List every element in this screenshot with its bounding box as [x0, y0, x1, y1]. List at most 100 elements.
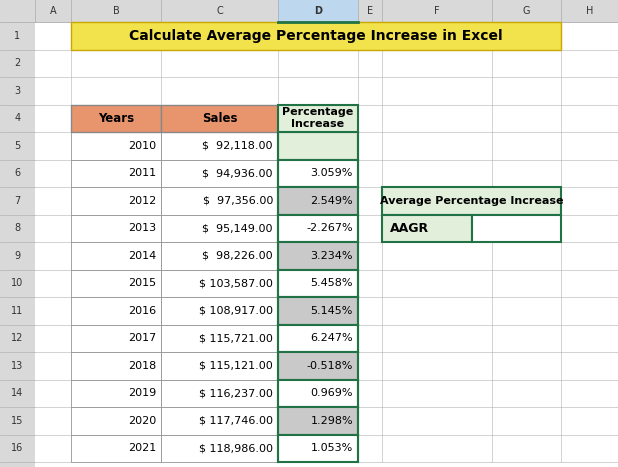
- Text: 16: 16: [11, 443, 23, 453]
- Text: Sales: Sales: [201, 112, 237, 125]
- Text: 4: 4: [14, 113, 20, 123]
- Text: $  94,936.00: $ 94,936.00: [203, 168, 273, 178]
- Text: 2014: 2014: [128, 251, 156, 261]
- Bar: [71, 214, 161, 242]
- Bar: [161, 325, 278, 352]
- Text: 2018: 2018: [128, 361, 156, 371]
- Text: Average Percentage Increase: Average Percentage Increase: [379, 196, 563, 206]
- Text: 15: 15: [11, 416, 23, 426]
- Bar: [161, 132, 278, 160]
- Bar: [71, 242, 161, 269]
- Bar: [161, 160, 278, 187]
- Bar: [71, 269, 161, 297]
- Text: 1: 1: [14, 31, 20, 41]
- Bar: [71, 352, 161, 380]
- Bar: [161, 187, 278, 214]
- Text: 1.053%: 1.053%: [311, 443, 353, 453]
- Text: 0.969%: 0.969%: [310, 388, 353, 398]
- Bar: [161, 407, 278, 434]
- Bar: [278, 105, 358, 132]
- Text: 3.234%: 3.234%: [310, 251, 353, 261]
- Bar: [278, 214, 358, 242]
- Text: 3: 3: [14, 86, 20, 96]
- Text: 9: 9: [14, 251, 20, 261]
- Text: 2.549%: 2.549%: [310, 196, 353, 206]
- Bar: [71, 105, 161, 132]
- Bar: [161, 297, 278, 325]
- Text: Calculate Average Percentage Increase in Excel: Calculate Average Percentage Increase in…: [129, 29, 503, 43]
- Text: -2.267%: -2.267%: [307, 223, 353, 233]
- Bar: [278, 434, 358, 462]
- Text: 2015: 2015: [128, 278, 156, 288]
- Bar: [71, 325, 161, 352]
- Text: $  92,118.00: $ 92,118.00: [203, 141, 273, 151]
- Bar: [472, 214, 561, 242]
- Text: Percentage
Increase: Percentage Increase: [282, 107, 353, 129]
- Text: C: C: [216, 6, 223, 16]
- Text: 5.145%: 5.145%: [311, 306, 353, 316]
- Text: $ 115,721.00: $ 115,721.00: [199, 333, 273, 343]
- Text: $ 108,917.00: $ 108,917.00: [199, 306, 273, 316]
- Text: 2021: 2021: [128, 443, 156, 453]
- Text: $  97,356.00: $ 97,356.00: [203, 196, 273, 206]
- Text: $ 116,237.00: $ 116,237.00: [199, 388, 273, 398]
- Text: A: A: [49, 6, 56, 16]
- Bar: [278, 160, 358, 187]
- Text: 2011: 2011: [128, 168, 156, 178]
- Text: 2010: 2010: [128, 141, 156, 151]
- Text: 2013: 2013: [128, 223, 156, 233]
- Bar: [278, 187, 358, 214]
- Text: $ 103,587.00: $ 103,587.00: [199, 278, 273, 288]
- Bar: [161, 434, 278, 462]
- Text: 3.059%: 3.059%: [311, 168, 353, 178]
- Text: 2019: 2019: [128, 388, 156, 398]
- Bar: [71, 132, 161, 160]
- Bar: [161, 242, 278, 269]
- Text: H: H: [586, 6, 593, 16]
- Bar: [161, 352, 278, 380]
- Bar: [71, 297, 161, 325]
- Text: 2017: 2017: [128, 333, 156, 343]
- Text: 1.298%: 1.298%: [310, 416, 353, 426]
- Text: 10: 10: [11, 278, 23, 288]
- Text: 6: 6: [14, 168, 20, 178]
- Bar: [71, 160, 161, 187]
- Bar: [161, 105, 278, 132]
- Bar: [382, 214, 472, 242]
- Bar: [161, 380, 278, 407]
- Bar: [278, 352, 358, 380]
- Text: $ 117,746.00: $ 117,746.00: [199, 416, 273, 426]
- Bar: [71, 187, 161, 214]
- Text: F: F: [434, 6, 440, 16]
- Text: 5.458%: 5.458%: [310, 278, 353, 288]
- Text: 2012: 2012: [128, 196, 156, 206]
- Text: 8: 8: [14, 223, 20, 233]
- Text: 12: 12: [11, 333, 23, 343]
- Bar: [71, 22, 561, 50]
- Text: $  98,226.00: $ 98,226.00: [202, 251, 273, 261]
- Bar: [0, 0, 618, 22]
- Text: 11: 11: [11, 306, 23, 316]
- Text: 6.247%: 6.247%: [310, 333, 353, 343]
- Bar: [278, 325, 358, 352]
- Bar: [0, 22, 35, 467]
- Text: $  95,149.00: $ 95,149.00: [203, 223, 273, 233]
- Text: E: E: [367, 6, 373, 16]
- Text: 7: 7: [14, 196, 20, 206]
- Bar: [278, 0, 358, 22]
- Text: $ 115,121.00: $ 115,121.00: [199, 361, 273, 371]
- Text: 2016: 2016: [128, 306, 156, 316]
- Bar: [382, 187, 561, 214]
- Text: G: G: [523, 6, 530, 16]
- Bar: [278, 132, 358, 160]
- Text: 2020: 2020: [128, 416, 156, 426]
- Bar: [278, 297, 358, 325]
- Text: 2: 2: [14, 58, 20, 68]
- Bar: [71, 407, 161, 434]
- Bar: [278, 380, 358, 407]
- Text: D: D: [314, 6, 322, 16]
- Text: AAGR: AAGR: [390, 222, 429, 235]
- Text: 14: 14: [11, 388, 23, 398]
- Bar: [278, 407, 358, 434]
- Text: $ 118,986.00: $ 118,986.00: [199, 443, 273, 453]
